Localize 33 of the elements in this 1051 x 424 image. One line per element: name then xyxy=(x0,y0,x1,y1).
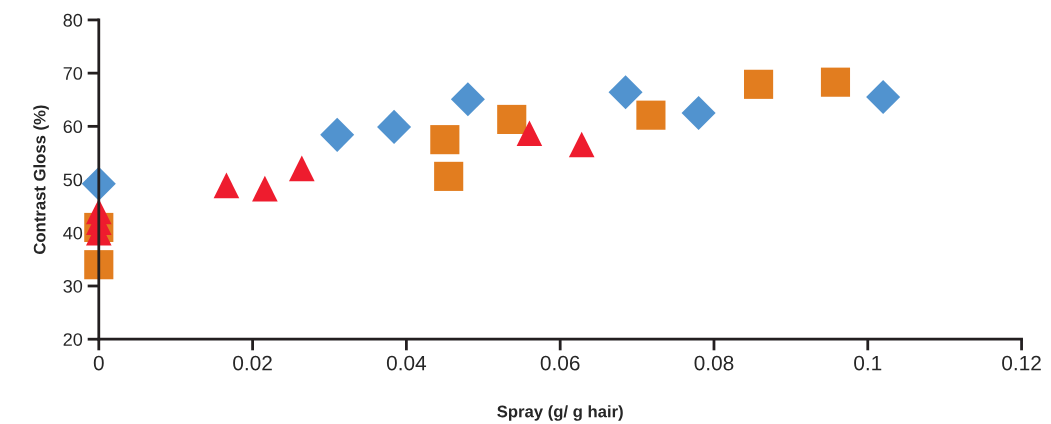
y-tick-label: 50 xyxy=(63,173,83,187)
point xyxy=(213,172,240,199)
x-tick-label: 0.06 xyxy=(540,355,580,371)
y-axis-title: Contrast Gloss (%) xyxy=(33,105,49,254)
point xyxy=(568,131,595,158)
point xyxy=(681,96,716,131)
x-tick-label: 0.02 xyxy=(233,355,272,371)
x-axis-title: Spray (g/ g hair) xyxy=(497,405,623,421)
point xyxy=(744,69,774,99)
point xyxy=(866,80,901,115)
point xyxy=(820,67,851,97)
x-tick-label: 0.1 xyxy=(854,355,882,371)
point xyxy=(434,161,464,191)
y-tick-label: 80 xyxy=(63,13,83,27)
x-tick-label: 0.12 xyxy=(1002,355,1041,371)
point xyxy=(450,82,485,117)
point xyxy=(320,117,355,152)
y-tick-label: 30 xyxy=(63,279,83,293)
y-tick-label: 40 xyxy=(63,226,83,240)
point xyxy=(497,104,527,134)
point xyxy=(377,109,412,144)
point xyxy=(430,125,460,155)
point xyxy=(516,120,543,147)
y-tick-label: 70 xyxy=(63,67,83,80)
point xyxy=(608,75,643,110)
point xyxy=(636,100,666,130)
point xyxy=(289,155,315,182)
y-tick-label: 20 xyxy=(63,333,83,346)
x-tick-label: 0 xyxy=(93,355,104,371)
y-tick-label: 60 xyxy=(63,120,83,134)
point xyxy=(252,175,278,202)
x-tick-label: 0.08 xyxy=(694,355,734,371)
x-tick-label: 0.04 xyxy=(386,355,427,371)
